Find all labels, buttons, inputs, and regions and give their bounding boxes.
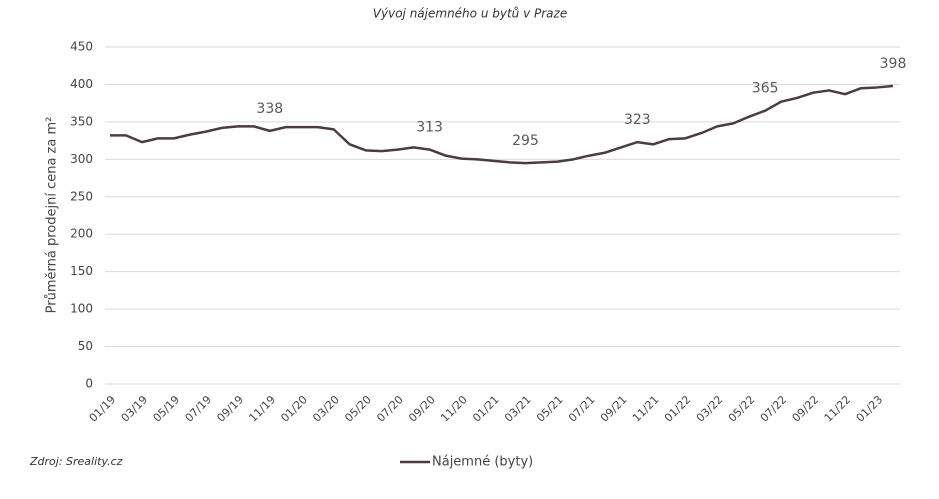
x-tick-label: 01/20 [278,393,310,425]
x-tick-label: 05/19 [151,393,183,425]
y-tick-label: 350 [70,114,93,128]
x-tick-label: 09/20 [406,393,438,425]
y-tick-label: 400 [70,77,93,91]
data-label: 313 [416,120,443,136]
x-tick-label: 03/22 [694,393,726,425]
chart-title: Vývoj nájemného u bytů v Praze [373,7,567,21]
data-line [110,84,894,165]
x-tick-label: 09/19 [214,393,246,425]
x-tick-label: 07/22 [758,393,790,425]
y-tick-label: 300 [70,152,93,166]
x-tick-label: 07/21 [566,393,598,425]
data-label: 323 [624,112,651,128]
x-tick-label: 09/21 [598,393,630,425]
x-tick-label: 01/23 [854,393,886,425]
source-note: Zdroj: Sreality.cz [29,455,123,468]
y-axis-label: Průměrná prodejní cena za m² [45,117,60,314]
data-label: 338 [256,101,283,117]
x-tick-label: 05/22 [726,393,758,425]
data-label: 398 [880,56,907,72]
y-tick-label: 250 [70,189,93,203]
x-tick-label: 03/21 [502,393,534,425]
y-tick-label: 100 [70,302,93,316]
x-tick-label: 11/21 [630,393,662,425]
x-tick-label: 05/20 [342,393,374,425]
y-tick-label: 450 [70,40,93,54]
x-tick-label: 09/22 [790,393,822,425]
y-tick-label: 50 [78,339,93,353]
y-tick-label: 0 [85,377,93,391]
x-tick-label: 01/19 [87,393,119,425]
y-tick-label: 150 [70,264,93,278]
x-tick-label: 01/22 [662,393,694,425]
data-label: 365 [752,81,779,97]
x-tick-label: 07/20 [374,393,406,425]
x-tick-label: 05/21 [534,393,566,425]
y-tick-label: 200 [70,227,93,241]
x-tick-label: 03/19 [119,393,151,425]
x-tick-label: 11/20 [438,393,470,425]
x-tick-label: 07/19 [183,393,215,425]
legend-label: Nájemné (byty) [432,455,533,470]
data-label: 295 [512,133,539,149]
x-tick-label: 01/21 [470,393,502,425]
x-tick-label: 11/19 [246,393,278,425]
x-tick-label: 11/22 [822,393,854,425]
x-tick-label: 03/20 [310,393,342,425]
